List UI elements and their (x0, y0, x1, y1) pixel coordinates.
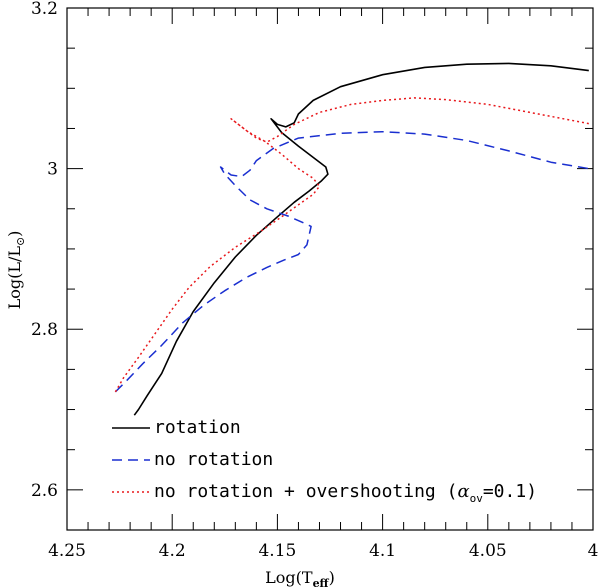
legend-label-no-rotation: no rotation (154, 449, 273, 470)
x-tick-label: 4.05 (469, 541, 507, 561)
tick-marks (66, 7, 594, 531)
x-axis-title: Log(Teff) (265, 568, 335, 588)
series-layer (114, 62, 589, 416)
plot-frame (66, 7, 594, 531)
y-axis-title: Log(L/L⊙) (5, 231, 27, 310)
legend-label-rotation: rotation (154, 417, 241, 438)
series-line-rotation (133, 62, 589, 416)
legend-label-overshooting: no rotation + overshooting (αov=0.1) (154, 481, 537, 505)
y-tick-labels: 2.6 2.8 3 3.2 (31, 0, 58, 501)
series-line-no-rotation (114, 130, 589, 393)
series-line-overshooting (114, 97, 589, 393)
x-tick-label: 4.25 (48, 541, 86, 561)
x-tick-labels: 4.25 4.2 4.15 4.1 4.05 4 (48, 541, 598, 561)
y-tick-label: 3.2 (31, 0, 58, 19)
y-tick-label: 2.6 (31, 481, 58, 501)
x-tick-label: 4 (588, 541, 599, 561)
y-tick-label: 3 (47, 160, 58, 180)
y-tick-label: 2.8 (31, 320, 58, 340)
legend: rotation no rotation no rotation + overs… (112, 417, 537, 505)
x-tick-label: 4.15 (258, 541, 296, 561)
x-tick-label: 4.1 (369, 541, 396, 561)
x-tick-label: 4.2 (159, 541, 186, 561)
